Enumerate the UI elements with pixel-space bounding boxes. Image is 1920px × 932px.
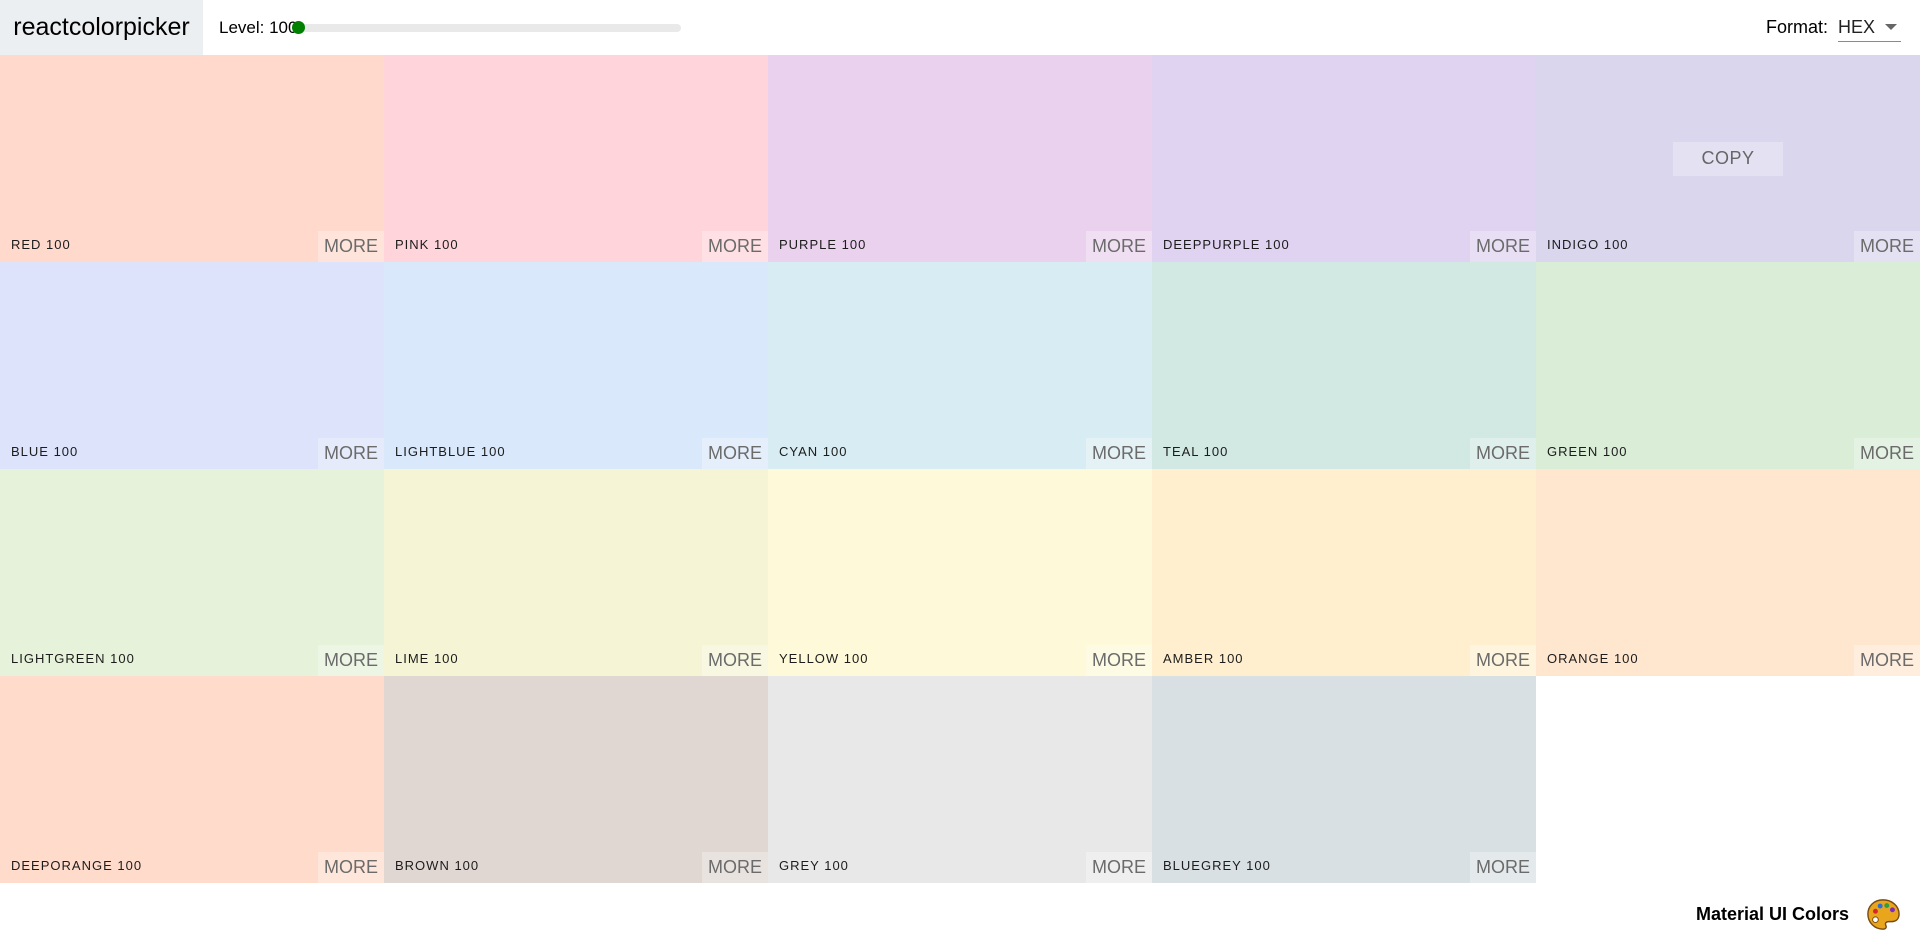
color-box[interactable]: LIME 100 MORE [384, 469, 768, 676]
more-button[interactable]: MORE [1470, 438, 1536, 469]
more-button[interactable]: MORE [1854, 438, 1920, 469]
color-box[interactable]: TEAL 100 MORE [1152, 262, 1536, 469]
palette-footer: Material UI Colors [0, 882, 1920, 932]
more-button[interactable]: MORE [318, 852, 384, 883]
color-name: INDIGO 100 [1547, 237, 1629, 252]
color-name: BLUEGREY 100 [1163, 858, 1271, 873]
format-control: Format: HEX [1766, 0, 1901, 55]
more-button[interactable]: MORE [318, 645, 384, 676]
color-name: LIGHTBLUE 100 [395, 444, 506, 459]
format-select-value: HEX [1837, 16, 1875, 37]
more-button[interactable]: MORE [1086, 645, 1152, 676]
more-button[interactable]: MORE [1086, 231, 1152, 262]
palette-name: Material UI Colors [1695, 904, 1849, 924]
more-button[interactable]: MORE [702, 231, 768, 262]
copy-button[interactable]: COPY [1673, 141, 1783, 176]
more-button[interactable]: MORE [318, 438, 384, 469]
more-button[interactable]: MORE [318, 231, 384, 262]
more-button[interactable]: MORE [1086, 852, 1152, 883]
logo[interactable]: reactcolorpicker [0, 0, 203, 55]
color-name: GREEN 100 [1547, 444, 1628, 459]
color-box[interactable]: PINK 100 MORE [384, 55, 768, 262]
palette-grid: RED 100 MORE PINK 100 MORE PURPLE 100 MORE DEE… [0, 55, 1920, 883]
color-box[interactable]: BROWN 100 MORE [384, 676, 768, 883]
level-slider-track[interactable] [295, 24, 681, 32]
color-box[interactable]: BLUE 100 MORE [0, 262, 384, 469]
color-box[interactable]: LIGHTBLUE 100 MORE [384, 262, 768, 469]
color-box[interactable]: CYAN 100 MORE [768, 262, 1152, 469]
more-button[interactable]: MORE [1854, 645, 1920, 676]
color-name: DEEPPURPLE 100 [1163, 237, 1290, 252]
color-name: LIGHTGREEN 100 [11, 651, 135, 666]
color-box[interactable]: DEEPORANGE 100 MORE [0, 676, 384, 883]
color-name: PURPLE 100 [779, 237, 867, 252]
color-box[interactable]: LIGHTGREEN 100 MORE [0, 469, 384, 676]
color-name: PINK 100 [395, 237, 459, 252]
color-box[interactable]: INDIGO 100 MORE COPY [1536, 55, 1920, 262]
color-box[interactable]: AMBER 100 MORE [1152, 469, 1536, 676]
more-button[interactable]: MORE [702, 645, 768, 676]
more-button[interactable]: MORE [1470, 231, 1536, 262]
level-slider-handle[interactable] [292, 21, 305, 34]
color-box[interactable]: GREY 100 MORE [768, 676, 1152, 883]
dropdown-caret-icon [1885, 24, 1897, 30]
more-button[interactable]: MORE [702, 438, 768, 469]
color-name: BLUE 100 [11, 444, 79, 459]
color-name: ORANGE 100 [1547, 651, 1639, 666]
color-box[interactable]: DEEPPURPLE 100 MORE [1152, 55, 1536, 262]
color-box[interactable]: PURPLE 100 MORE [768, 55, 1152, 262]
color-name: GREY 100 [779, 858, 849, 873]
more-button[interactable]: MORE [1854, 231, 1920, 262]
color-name: BROWN 100 [395, 858, 480, 873]
color-box[interactable]: ORANGE 100 MORE [1536, 469, 1920, 676]
color-box[interactable]: YELLOW 100 MORE [768, 469, 1152, 676]
format-select[interactable]: HEX [1837, 14, 1901, 42]
color-name: DEEPORANGE 100 [11, 858, 143, 873]
more-button[interactable]: MORE [702, 852, 768, 883]
color-name: LIME 100 [395, 651, 459, 666]
color-box[interactable]: RED 100 MORE [0, 55, 384, 262]
format-label: Format: [1765, 17, 1828, 37]
color-box[interactable]: BLUEGREY 100 MORE [1152, 676, 1536, 883]
more-button[interactable]: MORE [1470, 852, 1536, 883]
color-box[interactable]: GREEN 100 MORE [1536, 262, 1920, 469]
artist-palette-icon [1867, 899, 1900, 930]
color-name: CYAN 100 [779, 444, 848, 459]
color-name: TEAL 100 [1163, 444, 1229, 459]
level-label: Level: 100 [219, 17, 298, 37]
more-button[interactable]: MORE [1470, 645, 1536, 676]
color-name: YELLOW 100 [779, 651, 869, 666]
more-button[interactable]: MORE [1086, 438, 1152, 469]
navbar: reactcolorpicker Level: 100 Format: HEX [0, 0, 1920, 55]
color-name: AMBER 100 [1163, 651, 1244, 666]
color-name: RED 100 [11, 237, 71, 252]
